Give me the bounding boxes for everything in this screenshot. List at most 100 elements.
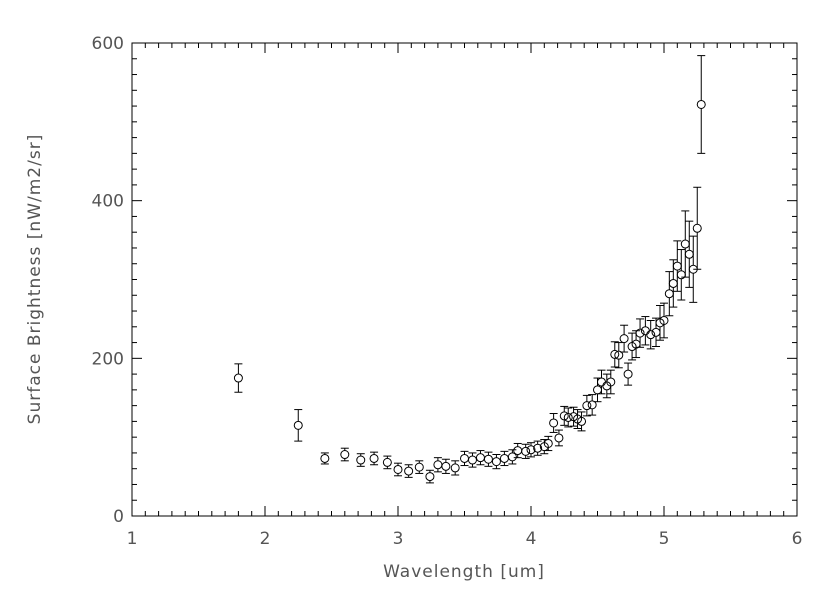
data-marker bbox=[340, 450, 350, 460]
data-marker bbox=[692, 223, 702, 233]
data-marker bbox=[425, 472, 435, 482]
data-point bbox=[549, 413, 559, 433]
data-point bbox=[460, 450, 469, 467]
data-marker bbox=[659, 315, 669, 325]
data-marker bbox=[606, 377, 616, 387]
data-marker bbox=[467, 455, 477, 465]
data-point bbox=[623, 362, 633, 386]
data-marker bbox=[441, 461, 451, 471]
data-point bbox=[559, 405, 569, 426]
data-point bbox=[646, 319, 656, 350]
data-point bbox=[619, 324, 629, 353]
data-point bbox=[521, 443, 531, 459]
data-point bbox=[655, 305, 665, 341]
data-marker bbox=[668, 278, 678, 288]
data-marker bbox=[356, 455, 366, 465]
data-point bbox=[491, 454, 501, 470]
x-tick-label: 5 bbox=[659, 529, 670, 549]
data-marker bbox=[507, 452, 517, 462]
data-point bbox=[627, 332, 637, 361]
x-tick-label: 3 bbox=[393, 529, 404, 549]
x-axis-label: Wavelength [um] bbox=[383, 562, 545, 582]
data-marker bbox=[640, 326, 650, 336]
data-point bbox=[382, 455, 392, 470]
data-marker bbox=[554, 433, 564, 443]
data-marker bbox=[664, 289, 674, 299]
data-point bbox=[696, 55, 706, 154]
data-marker bbox=[543, 438, 553, 448]
data-point bbox=[614, 342, 624, 369]
data-point bbox=[475, 450, 485, 466]
tick-labels: 1 2 3 4 5 6 0 200 400 600 bbox=[92, 34, 803, 549]
data-point bbox=[293, 409, 303, 442]
data-point bbox=[543, 435, 553, 452]
data-marker bbox=[646, 330, 656, 340]
data-point bbox=[587, 394, 597, 416]
data-marker bbox=[499, 453, 509, 463]
x-tick-label: 6 bbox=[792, 529, 803, 549]
data-point bbox=[526, 442, 536, 458]
data-point bbox=[425, 469, 435, 484]
y-tick-label: 400 bbox=[92, 192, 124, 212]
data-marker bbox=[680, 239, 690, 249]
data-marker bbox=[559, 411, 569, 421]
data-point bbox=[659, 302, 669, 339]
data-marker bbox=[450, 463, 460, 473]
data-point bbox=[513, 442, 523, 459]
data-marker bbox=[233, 373, 243, 383]
data-marker bbox=[513, 446, 523, 456]
data-point bbox=[676, 249, 686, 301]
data-point bbox=[533, 440, 543, 456]
data-marker bbox=[582, 401, 592, 411]
data-point bbox=[414, 460, 424, 474]
data-marker bbox=[414, 462, 424, 472]
data-point bbox=[672, 240, 682, 292]
data-marker bbox=[619, 334, 629, 344]
data-marker bbox=[491, 457, 501, 467]
data-marker bbox=[696, 99, 706, 109]
data-marker bbox=[635, 328, 645, 338]
data-point bbox=[692, 186, 702, 270]
data-point bbox=[664, 271, 674, 317]
data-marker bbox=[614, 350, 624, 360]
data-point bbox=[433, 457, 443, 473]
x-tick-label: 2 bbox=[260, 529, 271, 549]
data-point bbox=[635, 318, 645, 348]
data-marker bbox=[596, 377, 606, 387]
data-marker bbox=[593, 385, 602, 395]
data-marker bbox=[549, 418, 559, 428]
axis-ticks bbox=[131, 42, 798, 517]
data-marker bbox=[587, 400, 597, 410]
data-point bbox=[610, 341, 620, 368]
data-marker bbox=[521, 446, 531, 456]
data-point bbox=[483, 451, 493, 467]
data-point bbox=[467, 452, 477, 468]
data-point bbox=[340, 447, 350, 462]
y-tick-label: 600 bbox=[92, 34, 124, 54]
data-point bbox=[554, 429, 564, 447]
data-marker bbox=[610, 349, 620, 359]
data-marker bbox=[369, 453, 379, 463]
data-marker bbox=[651, 327, 661, 337]
data-points bbox=[233, 55, 706, 484]
data-marker bbox=[382, 457, 392, 467]
data-marker bbox=[475, 453, 485, 463]
data-point bbox=[577, 411, 587, 432]
data-point bbox=[404, 464, 414, 478]
data-point bbox=[563, 407, 573, 428]
data-point bbox=[499, 450, 509, 467]
y-axis-label: Surface Brightness [nW/m2/sr] bbox=[25, 134, 45, 425]
data-point bbox=[596, 369, 606, 395]
data-point bbox=[441, 458, 451, 474]
x-tick-label: 1 bbox=[127, 529, 138, 549]
data-marker bbox=[526, 445, 536, 455]
data-marker bbox=[684, 249, 694, 259]
data-marker bbox=[393, 464, 403, 474]
data-point bbox=[450, 460, 460, 476]
x-tick-label: 4 bbox=[526, 529, 537, 549]
data-point bbox=[320, 452, 330, 465]
data-point bbox=[369, 451, 379, 466]
data-marker bbox=[533, 443, 543, 453]
data-marker bbox=[293, 420, 303, 430]
